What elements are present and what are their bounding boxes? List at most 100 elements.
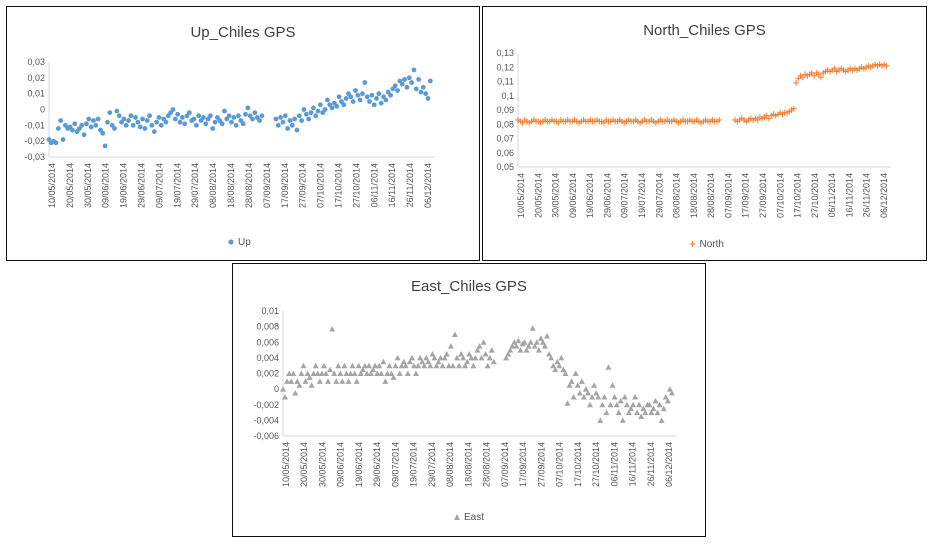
data-point xyxy=(208,113,213,119)
data-point xyxy=(133,115,138,120)
data-point xyxy=(399,81,405,87)
data-point xyxy=(93,122,99,128)
data-point xyxy=(413,370,420,376)
y-tick-label: -0,004 xyxy=(253,415,279,425)
x-tick-label: 30/05/2014 xyxy=(551,173,561,218)
data-point xyxy=(386,362,393,369)
data-point xyxy=(84,121,89,127)
data-point xyxy=(568,378,575,384)
data-point xyxy=(589,393,596,400)
data-point xyxy=(343,370,350,376)
data-point xyxy=(486,354,493,361)
x-tick-label: 29/07/2014 xyxy=(427,442,437,487)
data-point xyxy=(460,354,467,361)
data-point xyxy=(423,354,430,361)
data-point xyxy=(333,378,340,384)
x-tick-label: 09/07/2014 xyxy=(390,442,400,487)
y-tick-label: 0 xyxy=(274,384,279,394)
data-point xyxy=(466,350,473,357)
data-point xyxy=(322,370,329,376)
data-point xyxy=(369,92,375,98)
data-point xyxy=(793,79,800,86)
chart-title: East_Chiles GPS xyxy=(411,278,527,295)
data-point xyxy=(357,370,364,376)
y-tick-label: 0,004 xyxy=(256,353,279,363)
data-point xyxy=(353,378,360,384)
data-point xyxy=(240,121,246,127)
data-point xyxy=(374,370,381,376)
y-tick-label: 0,11 xyxy=(497,77,514,87)
data-point xyxy=(364,94,370,100)
chart-svg: Up_Chiles GPS 0,03 0,02 0,01 0 -0,01 -0,02 -0,0… xyxy=(24,24,435,248)
data-point xyxy=(233,122,239,128)
x-tick-label: 19/06/2014 xyxy=(354,442,364,487)
data-point xyxy=(527,339,534,345)
data-point xyxy=(443,350,450,357)
data-point xyxy=(668,390,675,396)
x-tick-label: 18/08/2014 xyxy=(689,173,699,218)
x-tick-label: 19/06/2014 xyxy=(585,173,595,218)
x-tick-label: 29/06/2014 xyxy=(372,442,382,487)
data-point xyxy=(529,325,536,331)
data-point xyxy=(231,115,237,120)
data-point xyxy=(427,362,434,369)
legend-label: North xyxy=(700,239,724,250)
data-point xyxy=(229,119,234,125)
x-tick-label: 07/10/2014 xyxy=(555,442,565,487)
x-tick-label: 06/12/2014 xyxy=(879,173,889,218)
data-point xyxy=(425,96,431,101)
data-point xyxy=(324,97,330,103)
data-point xyxy=(648,409,655,416)
x-tick-label: 27/10/2014 xyxy=(351,163,361,208)
data-point xyxy=(544,333,551,339)
data-point xyxy=(121,116,127,122)
data-point xyxy=(435,358,442,365)
legend-marker xyxy=(689,241,696,247)
data-point xyxy=(664,397,671,404)
data-point xyxy=(362,80,368,85)
data-point xyxy=(525,343,532,349)
x-tick-label: 17/10/2014 xyxy=(333,163,343,208)
x-tick-label: 27/10/2014 xyxy=(810,173,820,218)
data-point xyxy=(147,113,152,119)
data-point xyxy=(367,99,372,104)
x-tick-label: 18/08/2014 xyxy=(463,442,473,487)
data-point xyxy=(331,370,338,376)
data-point xyxy=(638,413,645,419)
y-tick-label: -0,006 xyxy=(253,431,279,441)
legend-label: Up xyxy=(238,237,251,248)
data-point xyxy=(597,417,604,423)
data-point xyxy=(81,132,87,138)
data-point xyxy=(186,110,192,116)
data-point xyxy=(601,393,608,400)
data-point xyxy=(388,92,393,98)
data-point xyxy=(290,370,297,376)
x-tick-label: 07/09/2014 xyxy=(262,163,272,208)
data-point xyxy=(416,77,422,82)
data-point xyxy=(112,126,117,131)
data-point xyxy=(556,362,563,369)
data-point xyxy=(396,370,403,376)
data-point xyxy=(296,382,303,388)
data-point xyxy=(135,119,141,125)
data-point xyxy=(415,362,422,369)
y-tick-label: 0,01 xyxy=(261,306,279,316)
data-point xyxy=(660,405,667,412)
x-tick-label: 19/07/2014 xyxy=(637,173,647,218)
x-tick-label: 06/12/2014 xyxy=(664,442,674,487)
data-point xyxy=(482,350,489,357)
data-point xyxy=(433,362,440,369)
data-point xyxy=(289,122,295,128)
data-point xyxy=(400,358,407,365)
x-tick-label: 20/05/2014 xyxy=(65,163,75,208)
data-point xyxy=(282,113,288,119)
data-point xyxy=(304,370,311,376)
x-tick-label: 08/08/2014 xyxy=(445,442,455,487)
data-point xyxy=(285,126,291,131)
data-point xyxy=(310,105,316,111)
data-point xyxy=(357,97,363,103)
data-point xyxy=(817,74,824,81)
data-point xyxy=(521,339,528,345)
data-point xyxy=(609,382,616,388)
data-point xyxy=(243,111,248,117)
